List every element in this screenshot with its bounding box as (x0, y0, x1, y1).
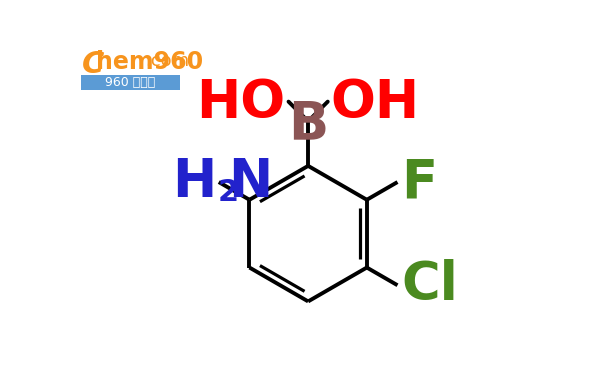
Text: N: N (228, 156, 272, 208)
Text: 960 化工网: 960 化工网 (105, 76, 155, 89)
Text: Cl: Cl (401, 259, 458, 311)
Text: HO: HO (197, 77, 286, 129)
Text: hem960: hem960 (96, 50, 203, 74)
Text: OH: OH (331, 77, 420, 129)
Text: .com: .com (145, 52, 189, 70)
FancyBboxPatch shape (81, 49, 180, 91)
Text: B: B (288, 98, 329, 150)
Text: F: F (401, 156, 437, 208)
Text: H: H (172, 156, 217, 208)
Text: 2: 2 (217, 178, 238, 207)
Text: C: C (82, 50, 104, 80)
FancyBboxPatch shape (81, 75, 180, 90)
